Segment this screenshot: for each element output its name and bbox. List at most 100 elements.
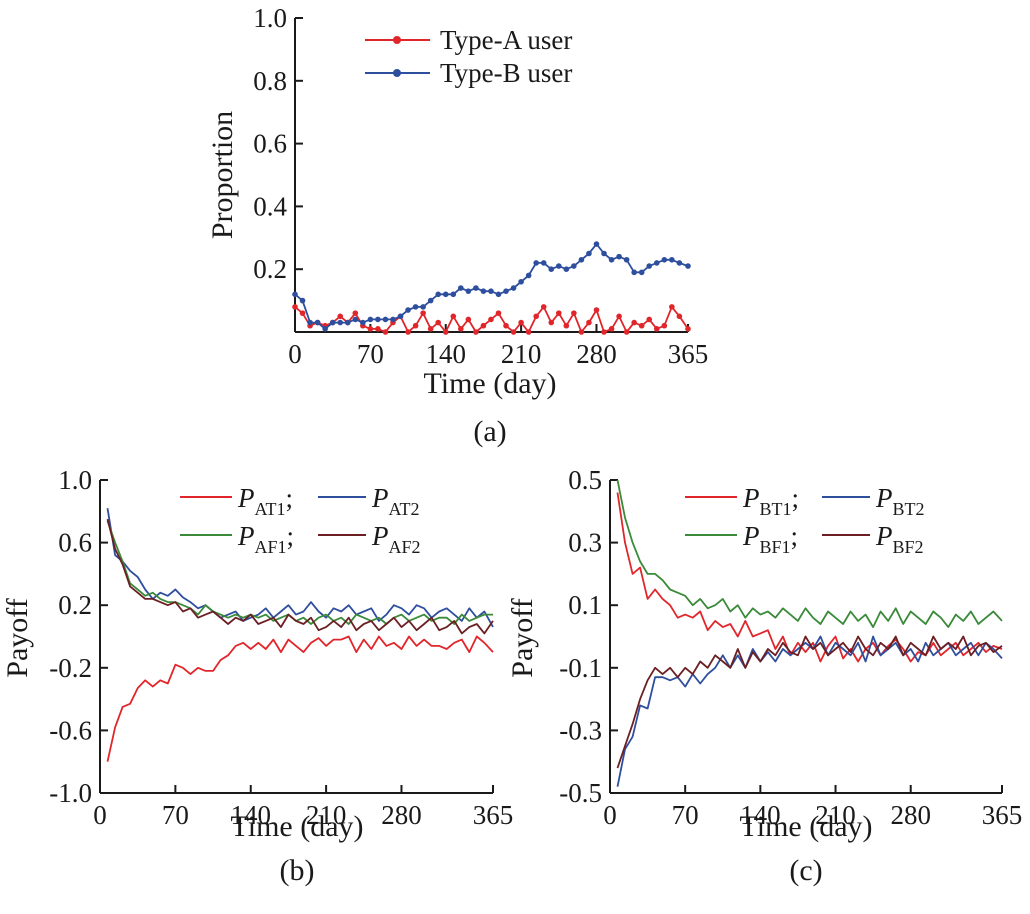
x-tick-label: 140 [425,339,466,369]
x-tick-label: 280 [890,800,931,830]
data-point-type-a-user [669,304,675,310]
legend-p-bf2-main: P [875,521,893,551]
data-point-type-a-user [616,313,622,320]
data-point-type-b-user [473,285,479,291]
x-tick-label: 70 [357,339,384,369]
series-line-paf1 [106,520,493,625]
legend-separator: ; [287,521,295,551]
data-point-type-b-user [337,319,344,326]
legend-label-p-bt1: PBT1; [742,483,799,519]
data-point-type-a-user [352,310,359,316]
y-tick-label: 0.6 [253,129,287,159]
legend-p-af2-main: P [371,521,389,551]
legend-p-at1-main: P [237,483,255,513]
series-line-pat1 [106,635,494,762]
y-tick-label: -0.6 [49,715,92,745]
legend-p-at1-sub: AT1 [255,499,286,519]
data-point-type-a-user [676,313,683,320]
data-point-type-a-user [685,326,691,332]
data-point-type-b-user [518,278,524,285]
data-point-type-a-user [563,322,570,329]
data-point-type-b-user [442,291,449,298]
data-point-type-a-user [458,326,464,332]
data-point-type-b-user [685,263,691,269]
data-point-type-b-user [450,291,457,298]
panel-a-caption: (a) [473,415,506,448]
data-point-type-a-user [442,329,449,335]
panel-b-caption: (b) [280,854,315,887]
legend-separator: ; [791,521,799,551]
data-point-type-b-user [548,266,555,273]
x-tick-label: 0 [288,339,302,369]
series-line-pat2 [106,508,494,628]
data-point-type-a-user [608,326,615,332]
legend-separator: ; [792,483,800,513]
legend-p-bt2-main: P [875,483,893,513]
x-tick-label: 70 [672,800,699,830]
data-point-type-a-user [571,310,577,316]
panel-c-y-ticks: -0.5 -0.3 -0.1 0.1 0.3 0.5 [559,465,618,808]
data-point-type-b-user [360,319,366,326]
data-point-type-b-user [314,319,321,326]
legend-label-p-af1: PAF1; [237,521,294,557]
data-point-type-a-user [548,319,555,326]
legend-marker-type-a [393,36,401,44]
panel-c-x-ticks: 0 70 140 210 280 365 [603,785,1022,830]
series-line-pbf1 [616,479,1003,628]
panel-a-y-label: Proportion [206,111,239,239]
y-tick-label: 1.0 [58,465,92,495]
data-point-type-a-user [473,329,479,335]
legend-p-bf1-main: P [742,521,760,551]
legend-p-at2-main: P [371,483,389,513]
data-point-type-b-user [299,297,306,304]
series-line-pbt2 [616,635,1003,787]
data-point-type-b-user [397,313,404,320]
data-point-type-a-user [337,313,344,320]
data-point-type-b-user [503,288,509,294]
data-point-type-b-user [420,304,426,310]
data-point-type-b-user [307,319,313,326]
panel-b-y-ticks: -1.0 -0.6 -0.2 0.2 0.6 1.0 [49,465,108,808]
series-line-paf2 [106,518,494,635]
data-point-type-a-user [299,310,306,316]
x-tick-label: 365 [668,339,709,369]
data-point-type-b-user [427,297,434,304]
legend-p-bf1-sub: BF1 [760,537,791,557]
data-point-type-b-user [458,285,464,291]
legend-p-bf2-sub: BF2 [893,537,924,557]
data-point-type-b-user [533,260,539,266]
data-point-type-a-user [533,313,539,320]
data-point-type-b-user [465,288,472,294]
panel-b-x-label: Time (day) [230,810,363,843]
data-point-type-a-user [427,326,434,332]
data-point-type-b-user [375,316,381,323]
data-point-type-a-user [465,316,472,323]
data-point-type-a-user [661,322,668,329]
data-point-type-a-user [510,329,517,335]
legend-label-p-af2: PAF2 [371,521,421,557]
data-point-type-b-user [292,291,298,298]
legend-label-p-bf2: PBF2 [875,521,924,557]
data-point-type-a-user [540,304,547,310]
y-tick-label: 0.1 [568,590,602,620]
legend-label-p-bt2: PBT2 [875,483,925,519]
data-point-type-a-user [488,316,494,323]
data-point-type-a-user [646,316,653,323]
panel-c-caption: (c) [789,854,822,887]
data-point-type-b-user [488,288,494,294]
panel-b-x-ticks: 0 70 140 210 280 365 [93,785,513,830]
data-point-type-b-user [638,269,645,276]
data-point-type-b-user [510,285,517,291]
panel-a: 0.2 0.4 0.6 0.8 1.0 0 70 140 210 280 365 Type-A u… [206,3,708,448]
x-tick-label: 0 [603,800,617,830]
data-point-type-a-user [503,322,509,329]
data-point-type-b-user [676,260,683,266]
panel-a-x-ticks: 0 70 140 210 280 365 [288,324,708,369]
y-tick-label: -0.1 [559,653,602,683]
data-point-type-b-user [593,241,600,247]
legend-p-bt2-sub: BT2 [893,499,925,519]
data-point-type-a-user [578,329,585,335]
legend-p-af1-main: P [237,521,255,551]
data-point-type-a-user [518,319,524,326]
data-point-type-b-user [322,326,328,332]
